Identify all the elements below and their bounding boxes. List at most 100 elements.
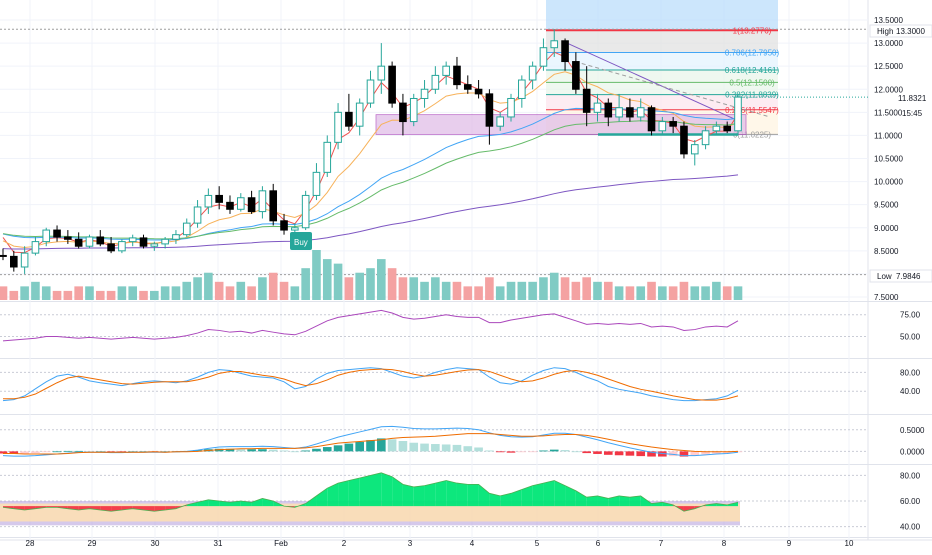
candle-body <box>31 241 40 254</box>
candle <box>0 248 7 261</box>
oscillator-fill <box>262 498 274 507</box>
candle <box>226 195 234 214</box>
candle <box>182 218 191 237</box>
fib-level-label: 1(13.2776) <box>733 26 772 35</box>
volume-bar <box>528 281 537 300</box>
low-value: 7.9846 <box>896 272 921 281</box>
candle-body <box>474 88 483 95</box>
candle-body <box>636 107 645 118</box>
volume-bar <box>636 286 646 300</box>
candle <box>20 246 29 274</box>
volume-bar <box>333 263 343 300</box>
candle-body <box>723 125 731 132</box>
candle-body <box>680 125 688 155</box>
macd-histogram-bar <box>420 443 429 452</box>
macd-histogram-bar <box>20 451 29 454</box>
macd-histogram-bar <box>528 451 537 453</box>
volume-bar <box>214 281 224 300</box>
price-tick-label: 13.5000 <box>874 16 903 25</box>
volume-bar <box>85 286 94 300</box>
volume-bar <box>495 286 505 300</box>
macd-histogram-bar <box>258 449 267 452</box>
ind-tick-label: 80.00 <box>900 471 921 480</box>
candle <box>388 61 396 108</box>
time-tick-label: 29 <box>88 539 97 548</box>
oscillator-fill <box>197 499 209 507</box>
volume-bar <box>593 281 602 300</box>
candle <box>312 163 321 201</box>
oscillator-fill <box>89 506 101 510</box>
oscillator-fill <box>446 480 457 507</box>
candle-body <box>118 241 126 252</box>
oscillator-line <box>2 472 739 512</box>
volume-bar <box>506 281 516 300</box>
candle-body <box>485 93 494 127</box>
oscillator-fill <box>597 495 609 507</box>
candle <box>64 230 72 244</box>
candle-body <box>0 254 7 257</box>
candle-body <box>345 111 353 127</box>
candle <box>463 75 472 94</box>
oscillator-fill <box>640 495 652 507</box>
oscillator-fill <box>683 506 695 512</box>
time-tick-label: 2 <box>342 539 347 548</box>
candle-body <box>215 194 223 203</box>
volume-bar <box>441 281 451 300</box>
macd-histogram-bar <box>409 442 419 452</box>
macd-histogram-bar <box>398 441 408 452</box>
candle-body <box>604 102 613 118</box>
candle-body <box>442 65 450 76</box>
candle <box>161 236 169 249</box>
volume-bar <box>366 268 375 300</box>
candle-body <box>366 79 375 104</box>
candle <box>582 66 591 127</box>
volume-bar <box>377 259 386 300</box>
macd-histogram-bar <box>485 450 494 452</box>
ind-tick-label: 60.00 <box>900 497 921 506</box>
price-tick-label: 10.0000 <box>874 178 903 187</box>
macd-histogram-bar <box>431 444 440 452</box>
oscillator-fill <box>651 502 663 507</box>
candle <box>258 186 267 219</box>
macd-histogram-bar <box>539 450 548 452</box>
macd-histogram-bar <box>312 448 321 452</box>
rsi-line <box>2 309 739 342</box>
candle <box>593 93 602 122</box>
candle-body <box>312 171 321 196</box>
fib-level-label: 0.618(12.4161) <box>725 66 780 75</box>
candle <box>723 121 731 134</box>
candle-body <box>431 74 440 90</box>
oscillator-fill <box>78 506 90 510</box>
macd-histogram-bar <box>441 444 451 452</box>
volume-bar <box>679 281 689 300</box>
oscillator-fill <box>467 484 479 507</box>
oscillator-fill <box>511 489 522 507</box>
candle-body <box>107 243 115 252</box>
candle <box>107 236 115 254</box>
price-tick-label: 8.5000 <box>874 247 899 256</box>
volume-bar <box>344 277 354 300</box>
oscillator-fill <box>370 472 382 507</box>
candle <box>399 93 407 136</box>
bar-countdown: 15:45 <box>902 109 923 118</box>
oscillator-fill <box>24 506 36 510</box>
stoch-d-line <box>3 368 739 401</box>
time-tick-label: 10 <box>845 539 854 548</box>
volume-bar <box>20 286 29 300</box>
macd-histogram-bar <box>701 451 710 455</box>
volume-bar <box>431 277 440 300</box>
candle <box>377 43 386 94</box>
candle <box>215 186 223 210</box>
candle-body <box>615 107 623 118</box>
candle <box>496 112 505 131</box>
candle-body <box>42 229 51 243</box>
candle-body <box>712 125 721 132</box>
macd-histogram-bar <box>463 446 473 452</box>
macd-histogram-bar <box>593 451 602 454</box>
candle-body <box>226 201 234 210</box>
volume-bar <box>63 290 73 300</box>
oscillator-fill <box>586 495 598 507</box>
candle-body <box>301 194 310 229</box>
candle <box>626 98 634 122</box>
